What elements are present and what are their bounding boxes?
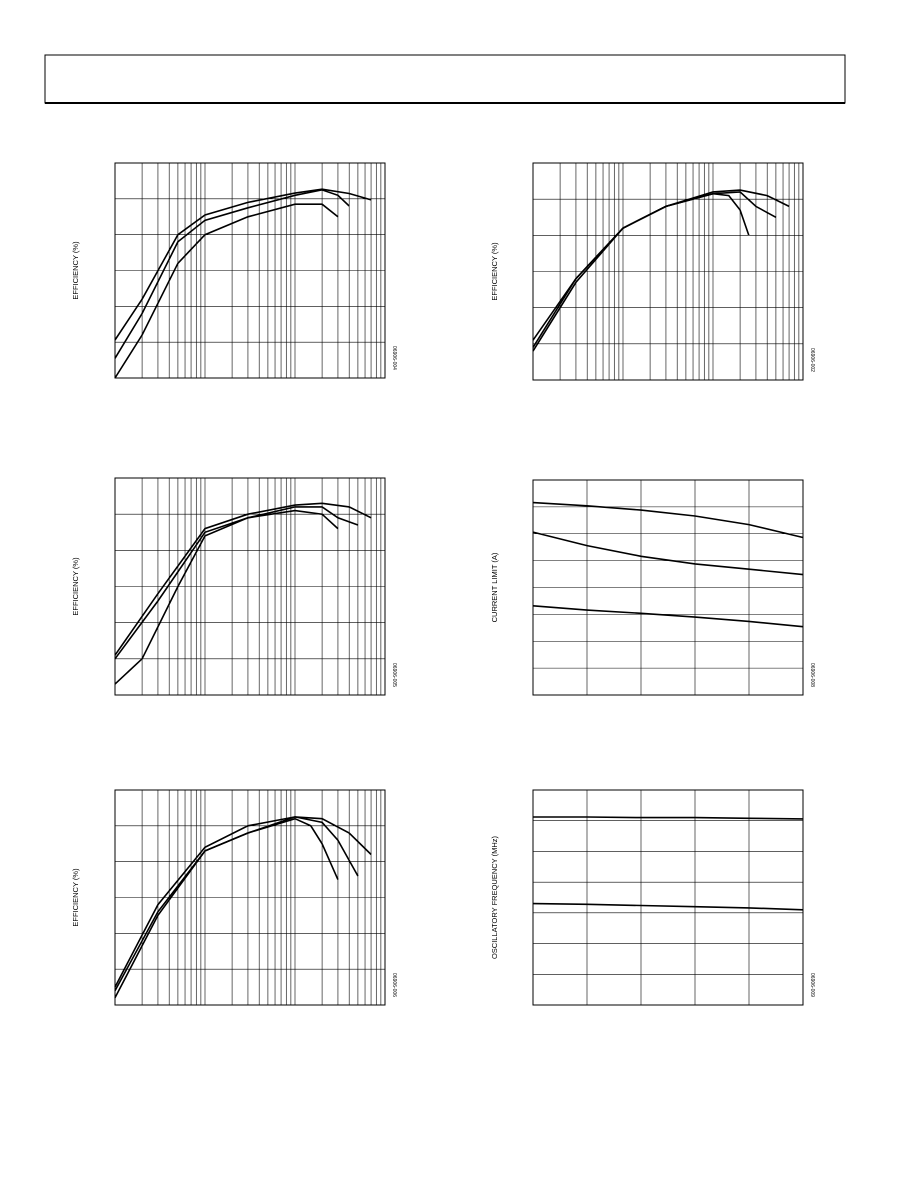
data-line xyxy=(114,188,372,341)
data-line xyxy=(532,192,750,348)
plot-frame xyxy=(114,789,386,1006)
figure-code: 06906-006 xyxy=(391,973,397,997)
data-line xyxy=(114,502,372,656)
data-line xyxy=(114,203,339,379)
data-line xyxy=(532,531,804,576)
plot-frame xyxy=(532,789,804,1006)
y-axis-label: OSCILLATORY FREQUENCY (MHz) xyxy=(490,835,499,959)
header-box xyxy=(44,54,846,104)
y-axis-label: CURRENT LIMIT (A) xyxy=(490,552,499,622)
y-axis-label: EFFICIENCY (%) xyxy=(71,557,80,616)
data-line xyxy=(114,816,359,992)
data-line xyxy=(114,506,359,660)
figure-code: 06906-008 xyxy=(809,663,815,687)
plot-frame xyxy=(114,477,386,696)
y-axis-label: EFFICIENCY (%) xyxy=(71,241,80,300)
data-line xyxy=(114,816,372,988)
figure-code: 06906-009 xyxy=(809,973,815,997)
figure-code: 06906-005 xyxy=(391,663,397,687)
figure-code: 06906-002 xyxy=(809,348,815,372)
data-line xyxy=(532,902,804,911)
data-line xyxy=(532,605,804,628)
plot-frame xyxy=(114,162,386,379)
figure-code: 06906-004 xyxy=(391,346,397,370)
data-line xyxy=(532,501,804,539)
data-line xyxy=(533,816,804,820)
plot-frame xyxy=(532,162,804,381)
data-line xyxy=(114,817,339,999)
y-axis-label: EFFICIENCY (%) xyxy=(71,868,80,927)
data-line xyxy=(114,189,350,359)
plot-frame xyxy=(532,479,804,696)
data-line xyxy=(532,189,790,341)
y-axis-label: EFFICIENCY (%) xyxy=(490,242,499,301)
data-line xyxy=(114,509,339,685)
